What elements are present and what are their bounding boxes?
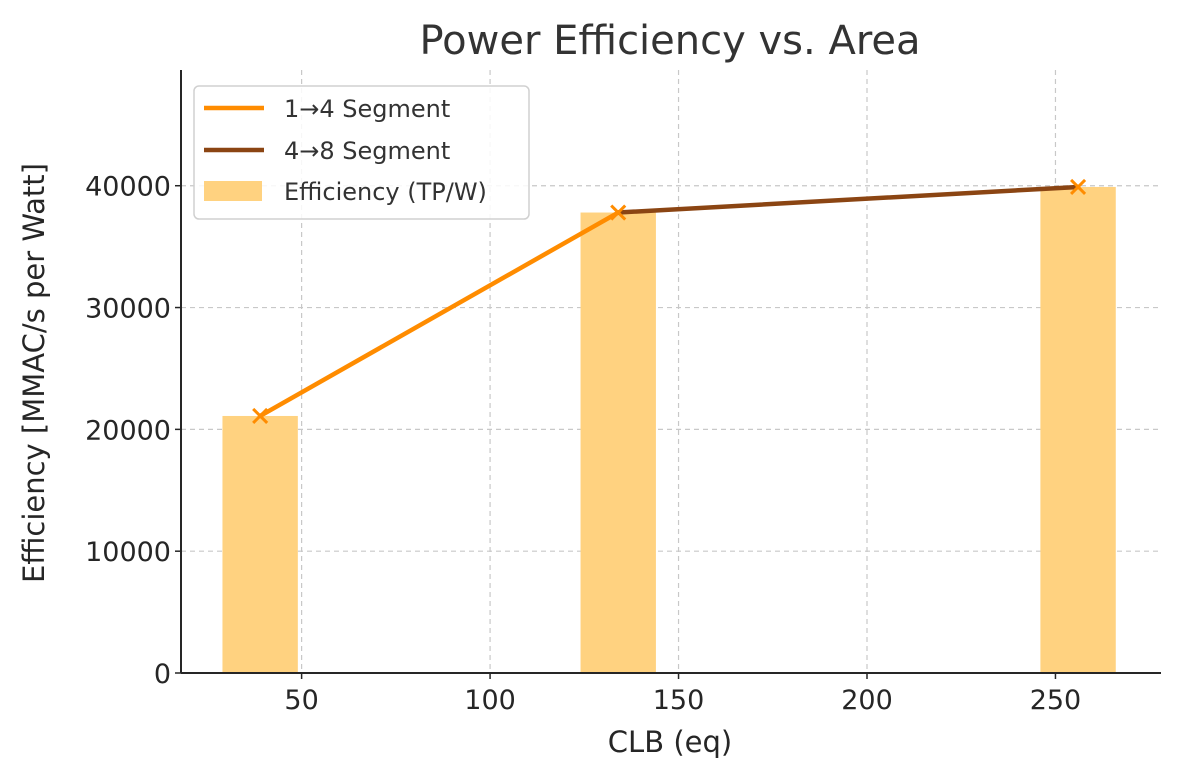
series-line: [257, 210, 621, 419]
x-tick-label: 100: [464, 685, 516, 716]
legend-patch-swatch: [204, 181, 262, 201]
data-point-marker: [1070, 178, 1087, 196]
bar: [1040, 186, 1116, 674]
data-point-marker: [252, 407, 269, 425]
y-tick-label: 0: [154, 659, 171, 690]
bars: [222, 186, 1116, 674]
x-axis-label: CLB (eq): [608, 725, 732, 759]
series-line: [615, 184, 1081, 215]
x-tick-label: 250: [1030, 685, 1082, 716]
y-axis-label: Efficiency [MMAC/s per Watt]: [17, 163, 51, 583]
x-tick-label: 150: [653, 685, 705, 716]
y-tick-label: 30000: [85, 294, 171, 325]
tick-labels: 50 100 150 200 250 0 10000 20000 30000 40000: [85, 172, 1081, 716]
legend: 1→4 Segment 4→8 Segment Efficiency (TP/W): [193, 85, 530, 220]
chart-title: Power Efficiency vs. Area: [419, 18, 920, 64]
series-lines: [257, 184, 1081, 419]
axes: [180, 70, 1161, 674]
legend-label: 4→8 Segment: [284, 137, 450, 165]
x-tick-label: 200: [841, 685, 893, 716]
legend-label: 1→4 Segment: [284, 95, 450, 123]
data-point-marker: [610, 204, 627, 221]
y-tick-label: 10000: [85, 537, 171, 568]
y-tick-label: 40000: [85, 172, 171, 203]
legend-box: [193, 85, 530, 220]
data-markers: [252, 178, 1087, 425]
legend-label: Efficiency (TP/W): [284, 178, 487, 206]
bar: [222, 415, 298, 673]
x-tick-label: 50: [284, 685, 318, 716]
bar: [580, 212, 656, 673]
y-tick-label: 20000: [85, 415, 171, 446]
